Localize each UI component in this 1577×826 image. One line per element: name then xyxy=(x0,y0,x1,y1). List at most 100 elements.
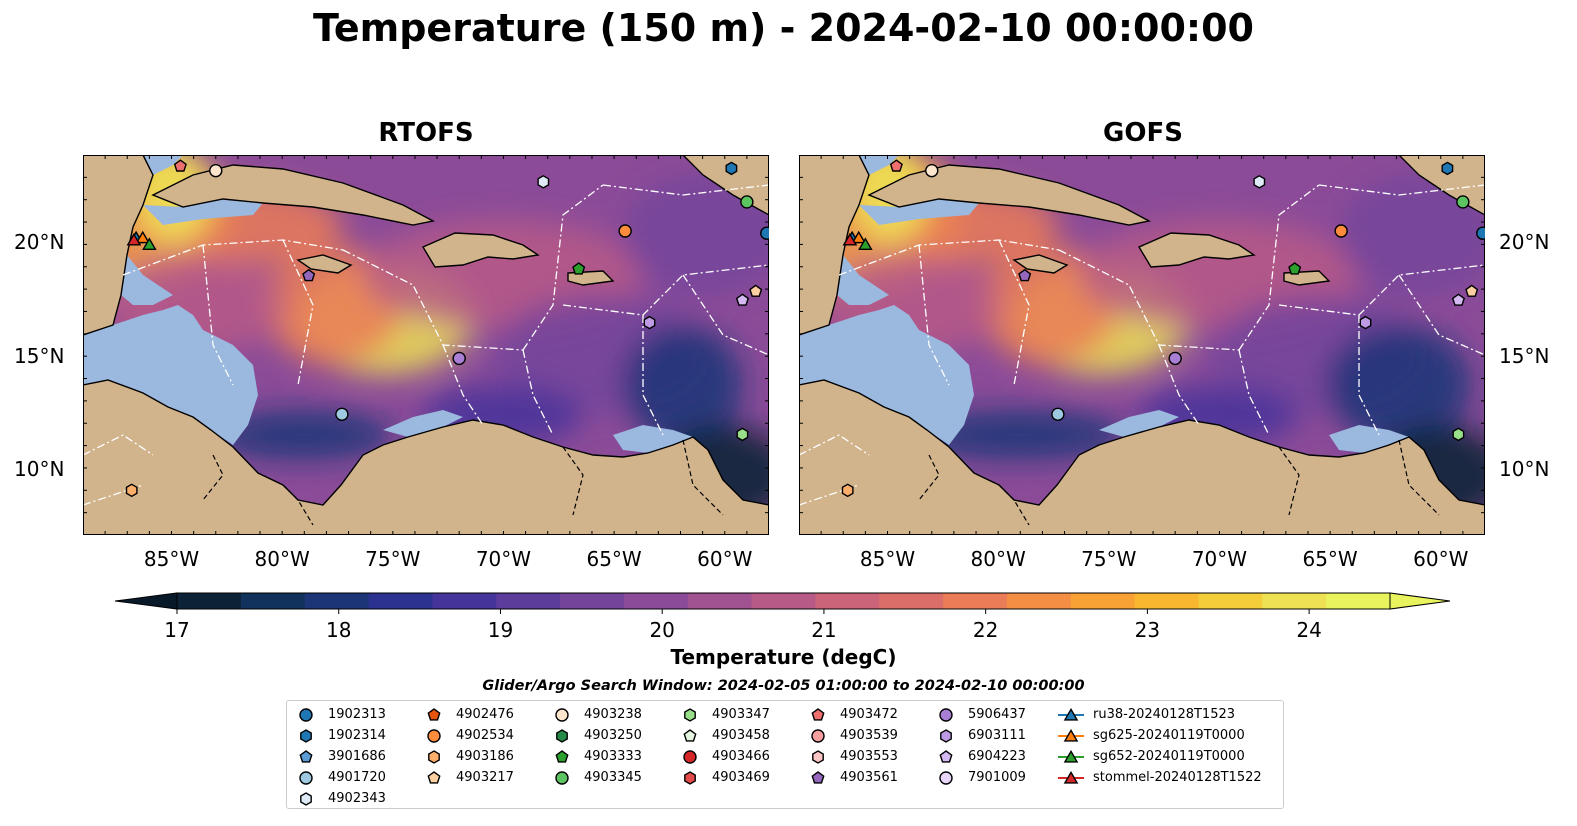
legend-column: ru38-20240128T1523 sg625-20240119T0000 sg6… xyxy=(1058,704,1262,788)
marker-4903217 xyxy=(1465,284,1479,297)
legend-label: 4903250 xyxy=(584,728,642,743)
colorbar-tick-label: 24 xyxy=(1296,618,1322,642)
eez-boundary xyxy=(562,264,769,316)
land-mass xyxy=(867,164,1152,226)
marker-4901720 xyxy=(1051,407,1065,421)
legend-marker xyxy=(1063,728,1079,742)
legend-entry: ru38-20240128T1523 xyxy=(1058,704,1262,725)
temperature-contour xyxy=(213,410,393,460)
legend-entry: 4903345 xyxy=(549,767,642,788)
legend-marker-icon xyxy=(939,749,953,763)
lon-label: 70°W xyxy=(1191,547,1248,571)
country-border xyxy=(918,454,940,501)
legend-label: 1902313 xyxy=(328,707,386,722)
legend-entry: 4903347 xyxy=(677,704,770,725)
legend-marker-icon xyxy=(939,770,953,785)
lat-label-left: 15°N xyxy=(14,344,65,368)
lon-label: 70°W xyxy=(475,547,532,571)
marker-4903347 xyxy=(736,427,749,442)
colorbar-extend-low xyxy=(115,592,178,610)
legend-marker-icon xyxy=(811,770,825,784)
marker-4903345 xyxy=(1456,195,1470,209)
marker-4903186 xyxy=(125,483,138,498)
panel-title-gofs: GOFS xyxy=(1103,118,1183,148)
legend-marker-icon xyxy=(811,728,825,743)
colorbar-segment xyxy=(560,593,625,609)
legend-entry: 4902534 xyxy=(421,725,514,746)
lon-label: 60°W xyxy=(1413,547,1469,571)
colorbar-extend-high xyxy=(1389,592,1451,610)
eez-boundary xyxy=(202,244,234,386)
eez-boundary xyxy=(998,239,1030,386)
legend-marker-icon xyxy=(427,770,441,784)
legend-label: 4903561 xyxy=(840,770,898,785)
land-mass xyxy=(1137,232,1256,268)
legend-column: 4903472 4903539 4903553 4903561 xyxy=(805,704,898,788)
marker-stommel-20240128T1522 xyxy=(126,232,142,246)
land-mass xyxy=(151,164,436,226)
marker-sg652-20240119T0000 xyxy=(142,237,157,251)
country-border xyxy=(202,454,224,501)
legend-marker-icon xyxy=(683,749,697,764)
legend-marker xyxy=(299,749,313,763)
legend-entry: 4903250 xyxy=(549,725,642,746)
legend-marker-icon xyxy=(1058,707,1084,721)
map-gofs[interactable] xyxy=(799,155,1485,535)
colorbar-tick-label: 23 xyxy=(1134,618,1161,642)
marker-4903472 xyxy=(889,159,903,172)
continental-shelf xyxy=(799,155,899,175)
marker-1902313 xyxy=(760,226,769,240)
marker-6903111 xyxy=(1359,315,1372,330)
legend-label: 7901009 xyxy=(968,770,1026,785)
legend-column: 4903238 4903250 4903333 4903345 xyxy=(549,704,642,788)
legend-marker xyxy=(555,749,569,763)
marker-4903186 xyxy=(841,483,854,498)
lon-label: 60°W xyxy=(697,547,753,571)
colorbar-tick-label: 22 xyxy=(972,618,999,642)
legend-entry: 5906437 xyxy=(933,704,1026,725)
legend-marker-icon xyxy=(555,749,569,763)
map-frame xyxy=(83,155,769,535)
marker-4903333 xyxy=(572,262,586,275)
legend-label: 4903217 xyxy=(456,770,514,785)
land-mass xyxy=(421,232,540,268)
marker-4902343 xyxy=(537,174,550,189)
marker-5906437 xyxy=(452,351,466,366)
colorbar-segment xyxy=(432,593,497,609)
legend-entry: 4903539 xyxy=(805,725,898,746)
legend-entry: 4902476 xyxy=(421,704,514,725)
eez-boundary xyxy=(522,184,604,351)
continental-shelf xyxy=(383,410,463,437)
marker-4903333 xyxy=(1288,262,1302,275)
marker-4902343 xyxy=(1253,174,1266,189)
eez-boundary xyxy=(1238,349,1270,436)
eez-boundary xyxy=(1058,249,1240,351)
colorbar-segment xyxy=(1134,593,1199,609)
marker-4902534 xyxy=(618,224,632,238)
marker-4903238 xyxy=(925,163,939,178)
colorbar-segment xyxy=(496,593,561,609)
map-rtofs[interactable] xyxy=(83,155,769,535)
legend-label: sg625-20240119T0000 xyxy=(1093,728,1245,743)
land-mass xyxy=(1012,254,1069,274)
legend-marker xyxy=(683,749,697,764)
legend-marker xyxy=(556,728,568,743)
marker-5906437 xyxy=(1168,351,1182,366)
legend-marker-icon xyxy=(427,707,441,721)
legend-marker-icon xyxy=(1058,749,1084,763)
legend-marker-icon xyxy=(299,707,313,722)
continental-shelf xyxy=(1329,425,1409,453)
legend-marker xyxy=(811,728,825,743)
eez-boundary xyxy=(522,349,554,436)
continental-shelf xyxy=(859,199,979,225)
legend: 1902313 1902314 3901686 4901720 4902343 49024… xyxy=(286,700,1284,809)
lon-label: 75°W xyxy=(365,547,421,571)
legend-entry: 4902343 xyxy=(293,788,386,809)
legend-marker xyxy=(427,728,441,743)
legend-marker-icon xyxy=(1058,728,1084,742)
eez-boundary xyxy=(342,249,524,351)
legend-marker xyxy=(555,770,569,785)
legend-label: 4902343 xyxy=(328,791,386,806)
legend-marker xyxy=(300,791,312,806)
legend-marker-icon xyxy=(300,791,312,806)
